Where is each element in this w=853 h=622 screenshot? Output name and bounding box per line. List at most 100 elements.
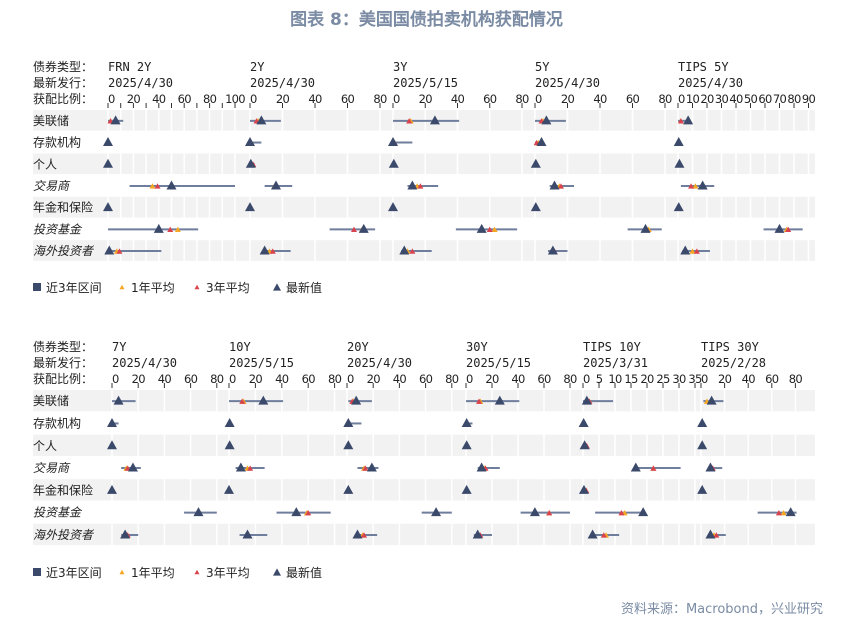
latest-marker bbox=[166, 180, 177, 190]
latest-marker bbox=[706, 395, 717, 405]
tick-label: 0 bbox=[678, 92, 685, 106]
avg-3y-marker bbox=[417, 183, 424, 189]
tick-label: 40 bbox=[742, 372, 756, 386]
tick-label: 40 bbox=[451, 92, 465, 106]
latest-marker bbox=[673, 202, 684, 212]
tick-label: 20 bbox=[419, 92, 433, 106]
tick-label: 5 bbox=[596, 372, 603, 386]
latest-marker bbox=[153, 223, 164, 233]
tick-label: 80 bbox=[658, 92, 672, 106]
latest-marker bbox=[638, 507, 649, 517]
category-label: 存款机构 bbox=[33, 135, 81, 150]
bond-name: 10Y bbox=[229, 340, 251, 354]
latest-marker bbox=[429, 115, 440, 125]
latest-marker bbox=[351, 395, 362, 405]
tick-label: 10 bbox=[608, 372, 622, 386]
latest-marker bbox=[587, 529, 598, 539]
latest-marker bbox=[107, 417, 117, 427]
avg-3y-marker bbox=[650, 465, 657, 471]
latest-marker bbox=[343, 417, 354, 427]
tick-label: 60 bbox=[758, 92, 772, 106]
tick-label: 100 bbox=[225, 92, 245, 106]
tick-label: 60 bbox=[178, 92, 192, 106]
bond-issue-date: 2025/4/30 bbox=[250, 76, 315, 90]
latest-marker bbox=[366, 462, 377, 472]
latest-marker bbox=[107, 484, 117, 494]
latest-marker bbox=[110, 115, 121, 125]
avg-3y-marker bbox=[269, 248, 276, 254]
tick-label: 80 bbox=[328, 372, 342, 386]
latest-marker bbox=[103, 202, 113, 212]
latest-marker bbox=[579, 440, 590, 450]
tick-label: 0 bbox=[112, 372, 119, 386]
category-label: 交易商 bbox=[33, 461, 71, 475]
latest-marker bbox=[358, 223, 369, 233]
latest-marker bbox=[113, 395, 124, 405]
avg-3y-marker bbox=[618, 509, 625, 516]
avg-3y-marker bbox=[688, 183, 695, 189]
avg-3y-marker bbox=[713, 532, 720, 538]
header-bond-type-label: 债券类型： bbox=[33, 339, 93, 354]
category-label: 年金和保险 bbox=[33, 482, 93, 497]
tick-label: 15 bbox=[624, 372, 638, 386]
bond-issue-date: 2025/4/30 bbox=[535, 76, 600, 90]
legend-label: 近3年区间 bbox=[46, 281, 102, 295]
latest-marker bbox=[785, 507, 796, 517]
tick-label: 40 bbox=[593, 92, 607, 106]
latest-marker bbox=[494, 395, 505, 405]
tick-label: 90 bbox=[802, 92, 816, 106]
avg-3y-marker bbox=[406, 118, 413, 124]
tick-label: 80 bbox=[563, 372, 577, 386]
latest-marker bbox=[103, 158, 113, 168]
header-latest-issue-label: 最新发行： bbox=[33, 355, 93, 370]
latest-marker bbox=[271, 180, 281, 190]
tick-label: 0 bbox=[108, 92, 115, 106]
latest-marker bbox=[549, 180, 560, 190]
category-label: 年金和保险 bbox=[33, 200, 93, 215]
avg-3y-marker bbox=[361, 532, 368, 538]
legend-triangle-icon bbox=[273, 283, 281, 291]
bond-issue-date: 2025/3/31 bbox=[583, 356, 648, 370]
latest-marker bbox=[120, 529, 131, 539]
avg-3y-marker bbox=[116, 248, 123, 254]
latest-marker bbox=[674, 158, 685, 168]
avg-3y-marker bbox=[693, 248, 700, 254]
legend-label: 3年平均 bbox=[206, 566, 250, 580]
tick-label: 40 bbox=[158, 372, 172, 386]
tick-label: 40 bbox=[393, 372, 407, 386]
bond-issue-date: 2025/5/15 bbox=[229, 356, 294, 370]
avg-3y-marker bbox=[247, 465, 254, 471]
tick-label: 60 bbox=[626, 92, 640, 106]
tick-label: 20 bbox=[276, 92, 290, 106]
bond-name: 2Y bbox=[250, 60, 265, 74]
avg-1y-marker bbox=[780, 509, 787, 516]
category-label: 个人 bbox=[33, 439, 57, 453]
tick-label: 80 bbox=[203, 92, 217, 106]
latest-marker bbox=[224, 440, 235, 450]
bond-name: 30Y bbox=[466, 340, 488, 354]
row-band bbox=[33, 196, 815, 218]
tick-label: 40 bbox=[729, 92, 743, 106]
latest-marker bbox=[476, 223, 487, 233]
tick-label: 20 bbox=[640, 372, 654, 386]
latest-marker bbox=[431, 507, 442, 517]
latest-marker bbox=[673, 137, 684, 147]
tick-label: 0 bbox=[347, 372, 354, 386]
chart-title: 图表 8：美国国债拍卖机构获配情况 bbox=[290, 10, 563, 30]
legend-label: 最新值 bbox=[286, 565, 322, 580]
avg-3y-marker bbox=[677, 118, 684, 124]
latest-marker bbox=[697, 440, 708, 450]
category-label: 海外投资者 bbox=[33, 528, 95, 542]
legend-triangle-icon bbox=[119, 284, 125, 290]
tick-label: 40 bbox=[152, 92, 166, 106]
latest-marker bbox=[581, 395, 592, 405]
avg-3y-marker bbox=[351, 226, 357, 233]
latest-marker bbox=[343, 484, 354, 494]
tick-label: 25 bbox=[656, 372, 670, 386]
latest-marker bbox=[697, 484, 708, 494]
latest-marker bbox=[529, 507, 540, 517]
header-latest-issue-label: 最新发行： bbox=[33, 75, 93, 90]
avg-3y-marker bbox=[305, 509, 312, 516]
tick-label: 20 bbox=[367, 372, 381, 386]
